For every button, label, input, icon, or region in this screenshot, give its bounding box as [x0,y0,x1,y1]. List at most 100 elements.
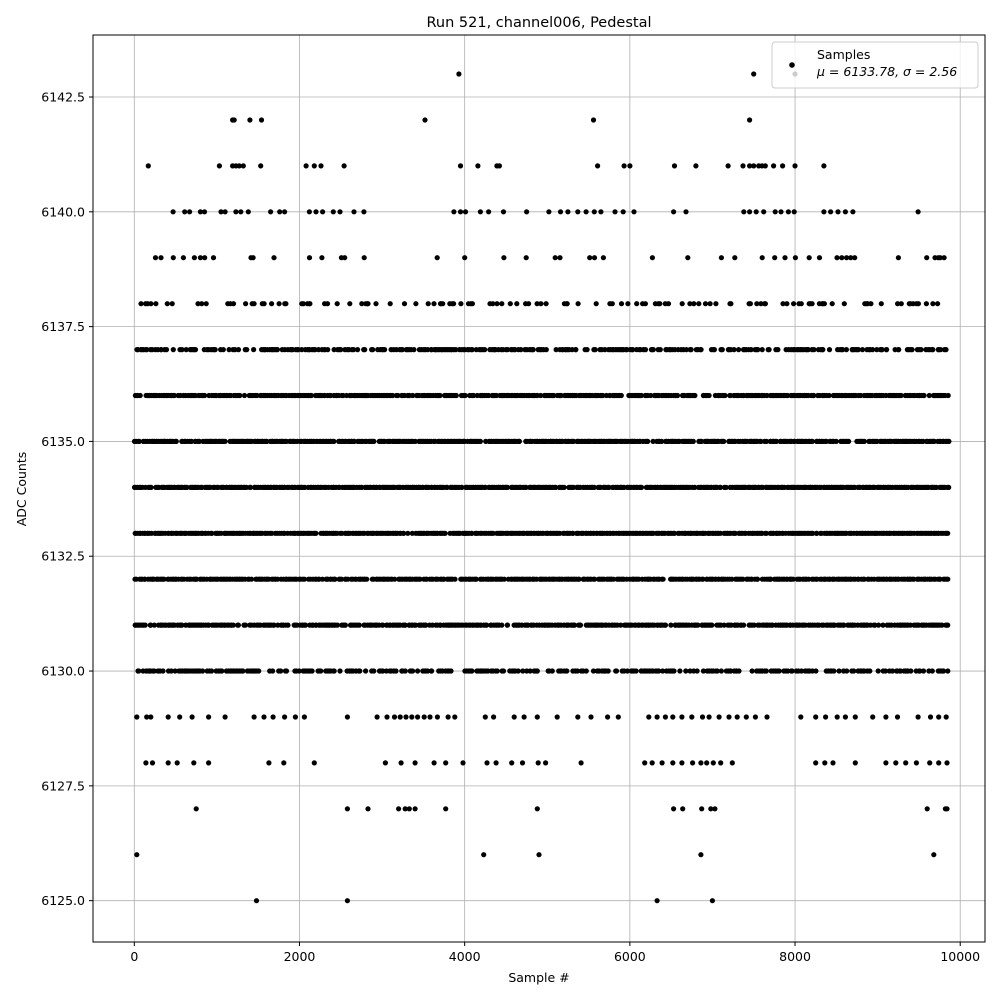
data-point [491,714,497,720]
data-point [481,852,487,858]
data-point [740,163,746,169]
data-point [174,760,180,766]
data-point [924,806,930,812]
data-point [671,530,678,536]
data-point [184,484,190,490]
data-point [230,622,236,628]
data-point [671,806,677,812]
data-point [762,301,769,307]
data-point [212,347,218,353]
data-point [895,255,902,261]
data-point [253,898,260,904]
data-point [520,668,526,674]
data-point [395,392,401,399]
data-point [320,209,326,215]
data-point [325,347,331,353]
data-point [650,438,656,444]
data-point [868,301,874,307]
data-point [751,622,757,628]
data-point [136,668,142,674]
data-point [809,301,815,307]
data-point [759,255,765,261]
data-point [409,714,415,720]
data-point [852,760,858,766]
data-point [592,347,598,353]
data-point [136,438,142,444]
data-point [741,209,747,215]
data-point [242,622,248,628]
legend-stats: μ = 6133.78, σ = 2.56 [816,64,957,79]
data-point [758,301,764,307]
data-point [861,438,867,444]
data-point [210,255,217,261]
data-point [471,392,477,399]
data-point [444,484,450,490]
data-point [334,301,340,307]
data-point [821,301,828,307]
data-point [659,760,665,766]
data-point [937,347,944,353]
data-point [917,668,923,674]
data-point [245,209,251,215]
data-point [199,301,205,307]
data-point [706,714,712,720]
data-point [202,392,208,399]
legend-marker [789,62,795,68]
data-point [670,760,676,766]
data-point [482,714,488,720]
data-point [144,714,150,720]
data-point [763,530,770,536]
data-point [844,255,850,261]
data-point [762,163,768,169]
data-point [457,163,464,169]
data-point [576,576,582,582]
data-point [276,301,282,307]
data-point [709,898,716,904]
data-point [392,576,398,582]
data-point [183,347,189,353]
data-point [753,209,759,215]
data-point [451,301,457,307]
data-point [717,484,724,490]
data-point [500,209,507,215]
data-point [443,806,449,812]
data-point [561,484,567,490]
data-point [251,714,257,720]
data-point [222,209,228,215]
data-point [751,163,757,169]
x-tick-label: 6000 [614,949,646,964]
data-point [828,209,834,215]
data-point [415,668,421,674]
data-point [605,668,611,674]
data-point [553,347,559,353]
data-point [473,576,479,582]
data-point [740,576,746,582]
data-point [725,163,731,169]
data-point [650,347,656,353]
data-point [192,347,199,353]
data-point [313,209,319,215]
data-point [410,668,416,674]
data-point [921,392,927,399]
data-point [852,255,858,261]
data-point [645,438,651,444]
data-point [763,668,769,674]
data-point [602,347,608,353]
data-point [840,347,846,353]
data-point [671,668,677,674]
data-point [618,392,624,399]
data-point [422,117,428,123]
data-point [749,668,755,674]
data-point [806,255,812,261]
data-point [261,301,267,307]
data-point [741,622,747,628]
data-point [415,714,421,720]
data-point [813,714,819,720]
data-point [523,255,529,261]
data-point [370,347,376,353]
data-point [894,714,901,720]
data-point [768,576,774,582]
data-point [624,668,631,674]
data-point [692,392,698,399]
data-point [924,255,930,261]
